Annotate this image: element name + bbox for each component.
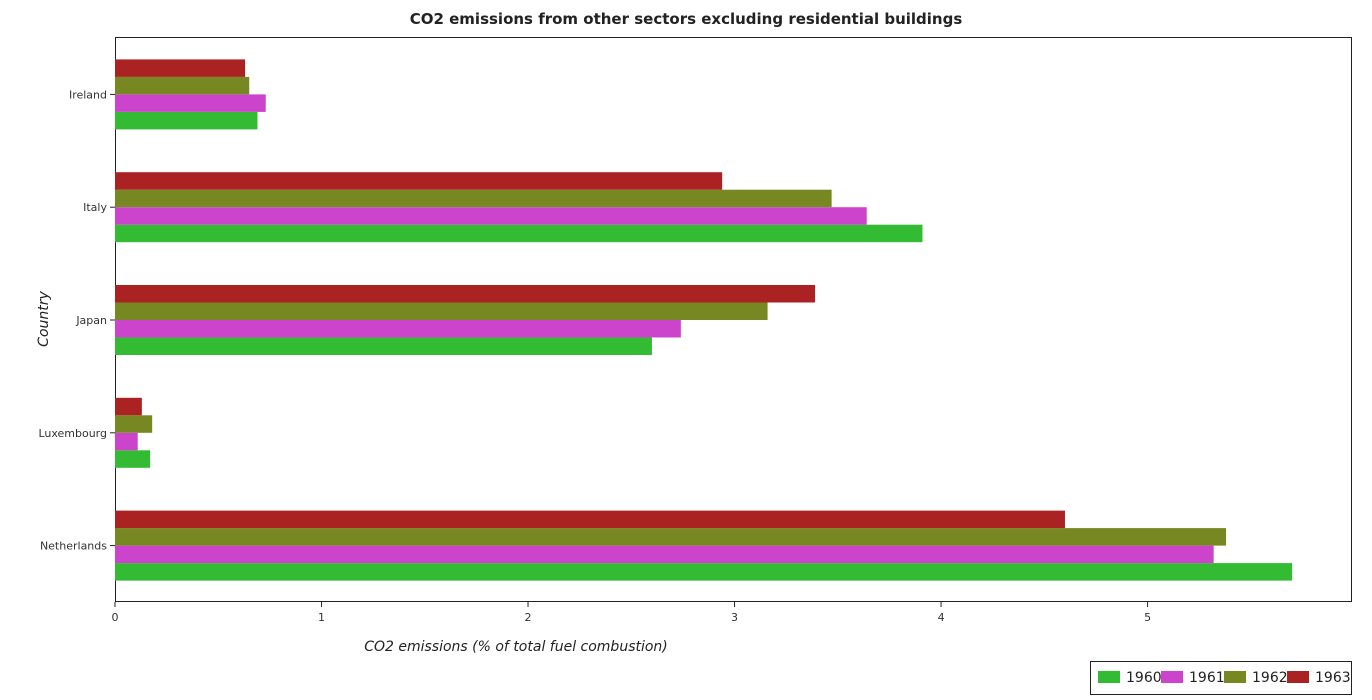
x-tick-label: 2 (525, 611, 532, 624)
legend-label-1960: 1960 (1126, 670, 1162, 686)
bar-ireland-1963 (115, 59, 246, 77)
x-tick-label: 0 (112, 611, 119, 624)
bar-luxembourg-1963 (115, 397, 142, 416)
bars-group (115, 59, 1293, 581)
bar-netherlands-1960 (115, 563, 1293, 581)
bar-netherlands-1962 (115, 528, 1227, 546)
bar-japan-1961 (115, 320, 681, 338)
x-tick-label: 4 (938, 611, 945, 624)
legend-swatch-1962 (1224, 671, 1246, 683)
x-tick-label: 1 (318, 611, 325, 624)
legend-swatch-1961 (1161, 671, 1183, 683)
x-tick-label: 3 (731, 611, 738, 624)
x-tick-label: 5 (1144, 611, 1151, 624)
bar-luxembourg-1962 (115, 415, 153, 433)
y-tick-label: Netherlands (40, 540, 107, 553)
y-tick-label: Luxembourg (38, 427, 107, 440)
bar-italy-1962 (115, 189, 832, 208)
bar-japan-1960 (115, 337, 652, 355)
legend-swatch-1960 (1098, 671, 1120, 683)
bar-ireland-1960 (115, 111, 258, 130)
bar-luxembourg-1961 (115, 432, 138, 451)
legend-label-1963: 1963 (1315, 670, 1351, 686)
x-axis-label: CO2 emissions (% of total fuel combustio… (364, 639, 668, 655)
bar-ireland-1962 (115, 76, 250, 95)
bar-italy-1963 (115, 172, 723, 190)
bar-japan-1963 (115, 285, 816, 303)
legend-label-1961: 1961 (1189, 670, 1225, 686)
legend: 1960 1961 1962 1963 (1090, 661, 1352, 695)
bar-netherlands-1963 (115, 510, 1065, 529)
bar-japan-1962 (115, 302, 768, 320)
y-tick-label: Ireland (69, 88, 107, 101)
y-tick-label: Italy (83, 201, 107, 214)
bar-netherlands-1961 (115, 545, 1214, 564)
y-ticks: Ireland Italy Japan Luxembourg Netherlands (38, 88, 115, 553)
bar-luxembourg-1960 (115, 450, 151, 468)
bar-italy-1961 (115, 207, 867, 225)
y-axis-label: Country (36, 290, 52, 346)
y-tick-label: Japan (75, 314, 107, 327)
x-ticks: 0 1 2 3 4 5 (112, 602, 1151, 624)
legend-label-1962: 1962 (1252, 670, 1288, 686)
legend-swatch-1963 (1287, 671, 1309, 683)
bar-italy-1960 (115, 224, 923, 243)
bar-ireland-1961 (115, 94, 266, 112)
chart-title: CO2 emissions from other sectors excludi… (410, 10, 963, 28)
